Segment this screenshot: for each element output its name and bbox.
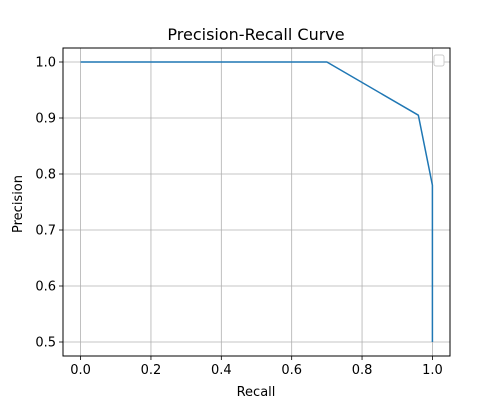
- y-tick-label: 1.0: [35, 56, 56, 71]
- x-tick-label: 0.8: [352, 363, 373, 378]
- y-tick-label: 0.8: [35, 168, 56, 183]
- y-tick-label: 0.5: [35, 336, 56, 351]
- chart-title: Precision-Recall Curve: [167, 25, 344, 44]
- x-axis-label: Recall: [237, 385, 276, 400]
- y-tick-label: 0.9: [35, 112, 56, 127]
- y-tick-label: 0.7: [35, 224, 56, 239]
- y-tick-label: 0.6: [35, 280, 56, 295]
- grid: [63, 48, 450, 356]
- axes-frame: [62, 47, 451, 357]
- series-layer: [80, 61, 434, 342]
- x-tick-label: 0.0: [70, 363, 91, 378]
- x-tick-label: 0.4: [211, 363, 232, 378]
- ticks: 0.0 0.2 0.4 0.6 0.8 1.0 0.5 0.6 0.7 0.8 0.9 1.0: [35, 56, 442, 379]
- y-axis-label: Precision: [11, 175, 26, 233]
- x-tick-label: 0.6: [281, 363, 302, 378]
- x-tick-label: 1.0: [422, 363, 443, 378]
- x-tick-label: 0.2: [141, 363, 162, 378]
- legend-box: [433, 54, 445, 67]
- pr-curve-line: [80, 61, 434, 342]
